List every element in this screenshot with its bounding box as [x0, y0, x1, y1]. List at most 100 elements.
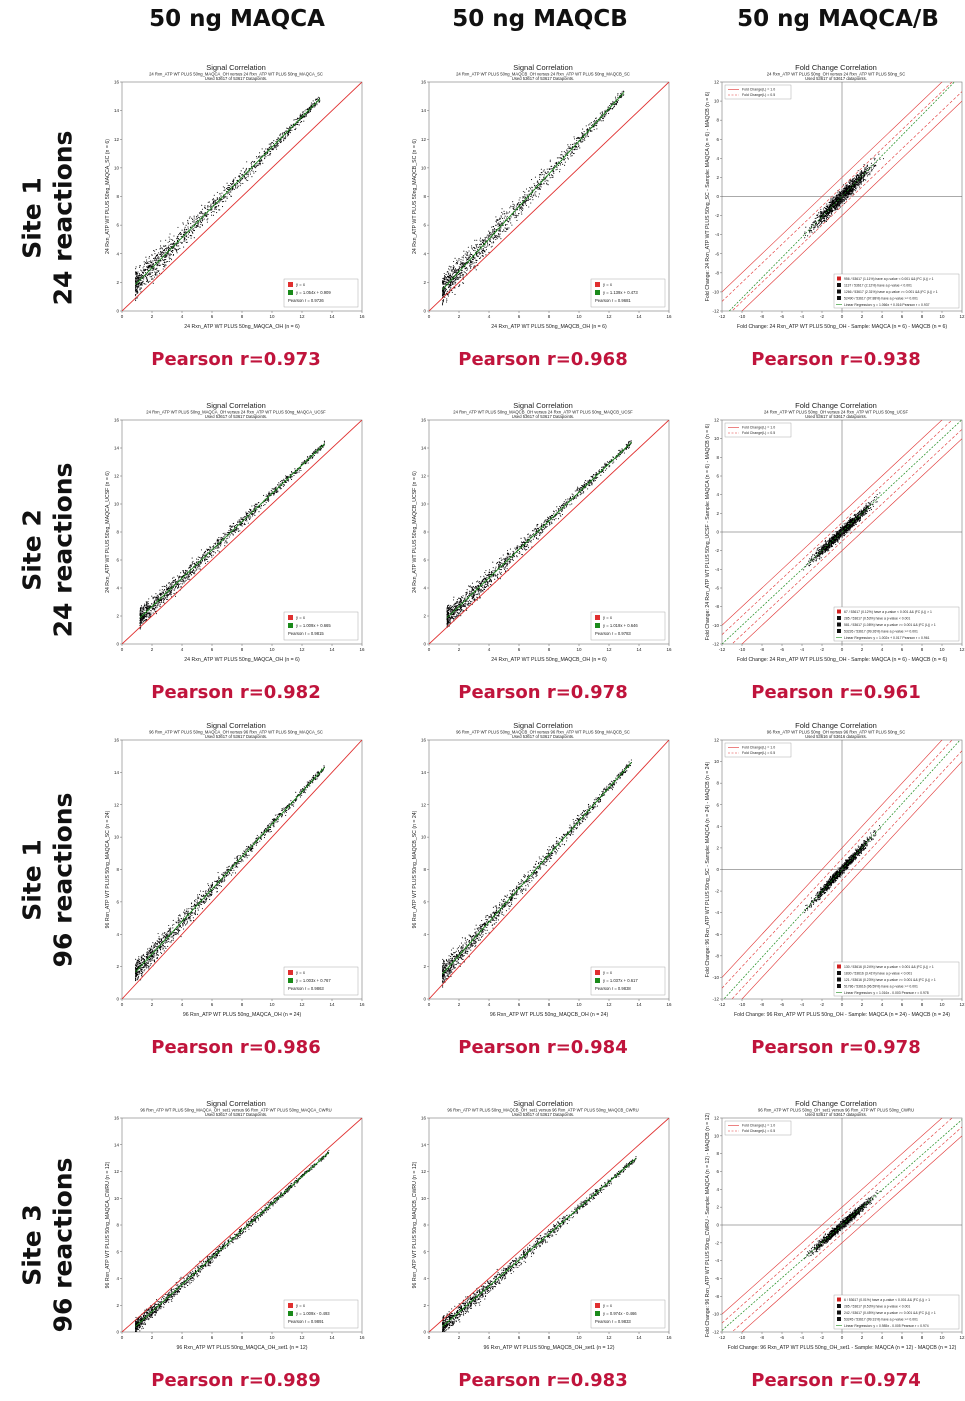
data-point: [150, 272, 152, 274]
data-point: [512, 201, 514, 203]
data-point: [197, 556, 199, 558]
data-point: [302, 111, 304, 113]
data-point: [165, 591, 167, 593]
data-point: [449, 287, 452, 289]
data-point: [141, 620, 143, 622]
data-point: [226, 188, 228, 190]
data-point: [591, 125, 593, 127]
data-point: [194, 570, 196, 572]
data-point: [839, 201, 841, 203]
row-label-site: Site 1: [17, 839, 47, 921]
x-tick-label: 10: [576, 314, 582, 319]
data-point: [549, 159, 551, 161]
x-tick-label: 12: [959, 314, 965, 319]
data-point: [873, 157, 875, 159]
data-point: [285, 137, 287, 139]
data-point: [516, 214, 518, 216]
data-point: [821, 213, 823, 215]
data-point: [470, 265, 472, 268]
chart-subtitle: 24 Rxn_ATP WT PLUS 50ng_MAQCB_OH versus …: [456, 72, 630, 77]
data-point: [298, 469, 300, 471]
data-point: [146, 266, 148, 268]
data-point: [872, 167, 874, 169]
data-point: [819, 214, 821, 216]
data-point: [186, 241, 188, 243]
data-point: [188, 573, 190, 575]
data-point: [553, 171, 555, 173]
data-point: [165, 256, 167, 259]
data-point: [179, 247, 181, 249]
data-point: [256, 165, 258, 167]
data-point: [152, 612, 154, 614]
legend-entry: Pearson r = 0.9681: [595, 298, 631, 303]
data-point: [586, 133, 588, 136]
data-point: [495, 224, 497, 226]
data-point: [215, 199, 217, 201]
data-point: [452, 265, 454, 267]
data-point: [194, 226, 196, 228]
data-point: [191, 231, 193, 233]
data-point: [239, 181, 241, 183]
data-point: [615, 98, 617, 100]
data-point: [866, 172, 868, 174]
data-point: [317, 447, 319, 449]
data-point: [203, 218, 205, 220]
data-point: [307, 456, 309, 458]
data-point: [293, 474, 295, 477]
data-point: [608, 109, 610, 111]
data-point: [169, 243, 171, 245]
data-point: [298, 117, 300, 119]
data-point: [160, 245, 162, 247]
data-point: [229, 193, 231, 196]
data-point: [849, 189, 851, 191]
data-point: [859, 175, 861, 177]
data-point: [135, 277, 137, 280]
data-point: [549, 168, 551, 171]
data-point: [607, 110, 609, 113]
data-point: [159, 589, 161, 591]
data-point: [529, 195, 531, 198]
row-label-site: Site 1: [17, 176, 47, 259]
data-point: [454, 277, 456, 279]
data-point: [169, 255, 171, 257]
data-point: [823, 219, 825, 221]
data-point: [836, 198, 838, 200]
data-point: [464, 253, 466, 255]
data-point: [612, 107, 614, 109]
data-point: [545, 172, 547, 174]
chart-datapoints: Used 53617 of 53617 Datapoints.: [205, 76, 267, 81]
x-tick-label: 8: [241, 647, 244, 652]
data-point: [481, 240, 483, 242]
data-point: [604, 114, 606, 116]
data-point: [168, 261, 170, 263]
data-point: [184, 226, 186, 228]
data-point: [588, 124, 590, 126]
legend-entry: 1137 / 53617 (2.12%) have a p-value < 0.…: [844, 284, 912, 288]
data-point: [164, 249, 166, 251]
x-tick-label: 14: [636, 314, 642, 319]
data-point: [141, 275, 144, 277]
data-point: [503, 229, 505, 231]
data-point: [210, 554, 212, 556]
data-point: [179, 232, 181, 234]
data-point: [305, 109, 307, 111]
data-point: [857, 184, 859, 186]
data-point: [187, 226, 189, 228]
data-point: [476, 243, 478, 245]
data-point: [486, 241, 488, 243]
data-point: [167, 253, 169, 255]
data-point: [825, 207, 827, 209]
data-point: [829, 202, 831, 204]
data-point: [148, 267, 150, 269]
data-point: [174, 581, 176, 583]
data-point: [579, 147, 581, 149]
data-point: [178, 575, 180, 577]
data-point: [149, 266, 151, 268]
data-point: [861, 177, 863, 179]
data-point: [207, 206, 209, 208]
data-point: [192, 568, 195, 570]
data-point: [843, 191, 845, 193]
data-point: [822, 217, 824, 219]
data-point: [616, 101, 618, 103]
chart-subtitle: 24 Rxn_ATP WT PLUS 50ng_MAQCA_OH versus …: [149, 72, 323, 77]
